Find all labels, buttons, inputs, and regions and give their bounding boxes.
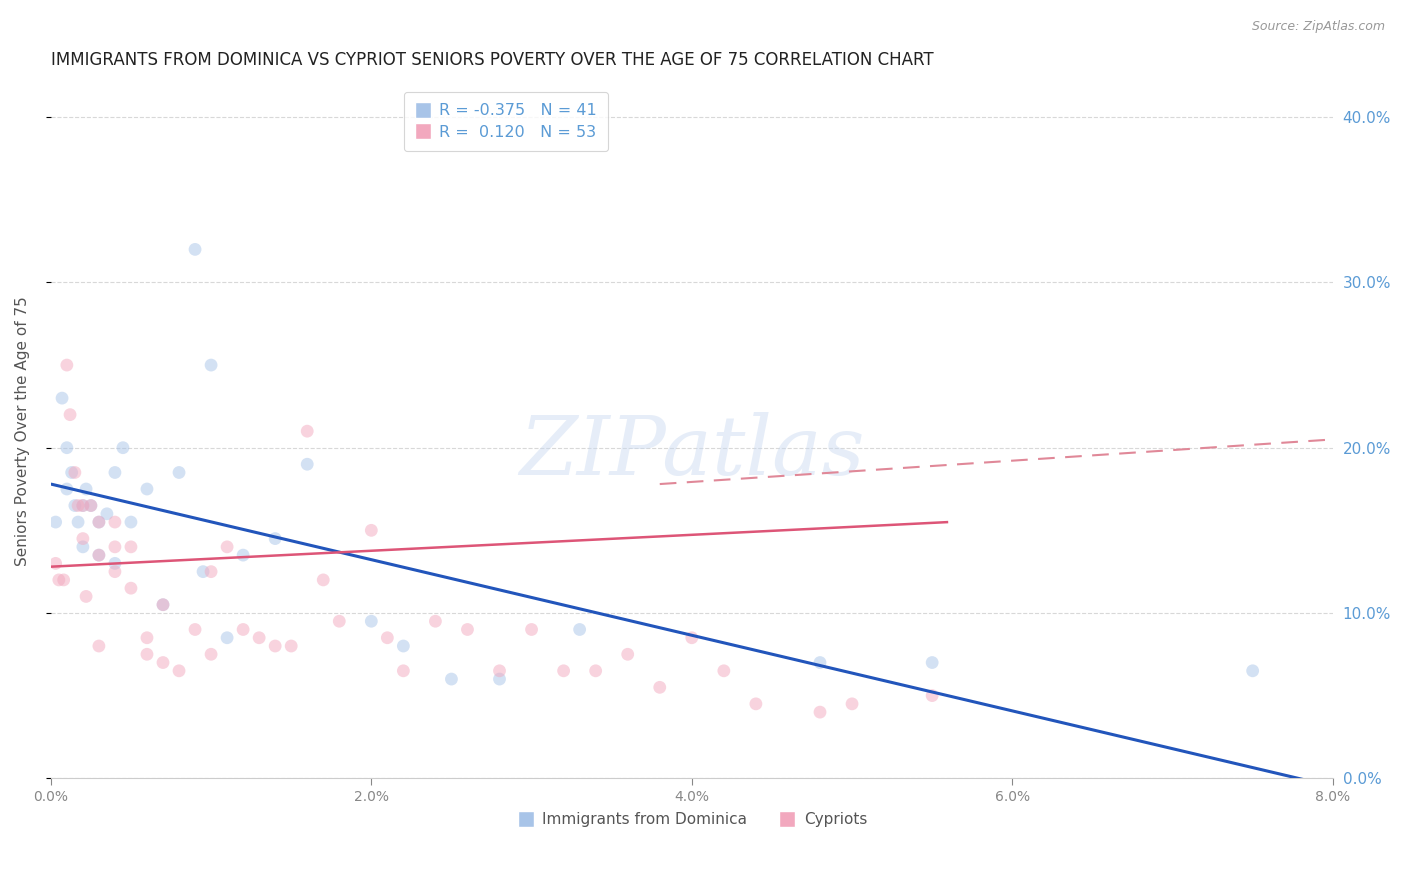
Point	[921, 656, 943, 670]
Legend: Immigrants from Dominica, Cypriots: Immigrants from Dominica, Cypriots	[510, 805, 873, 833]
Point	[328, 614, 350, 628]
Point	[232, 548, 254, 562]
Point	[136, 647, 159, 661]
Point	[87, 639, 110, 653]
Point	[60, 466, 83, 480]
Point	[247, 631, 270, 645]
Point	[56, 358, 79, 372]
Point	[280, 639, 302, 653]
Point	[312, 573, 335, 587]
Point	[841, 697, 863, 711]
Point	[440, 672, 463, 686]
Point	[808, 705, 831, 719]
Text: Source: ZipAtlas.com: Source: ZipAtlas.com	[1251, 20, 1385, 33]
Point	[72, 499, 94, 513]
Point	[297, 457, 319, 471]
Point	[104, 557, 127, 571]
Point	[200, 358, 222, 372]
Point	[87, 548, 110, 562]
Point	[152, 598, 174, 612]
Point	[104, 466, 127, 480]
Point	[63, 499, 86, 513]
Point	[45, 557, 67, 571]
Point	[921, 689, 943, 703]
Point	[360, 524, 382, 538]
Point	[80, 499, 103, 513]
Point	[104, 565, 127, 579]
Point	[104, 515, 127, 529]
Point	[200, 565, 222, 579]
Point	[191, 565, 214, 579]
Point	[568, 623, 591, 637]
Point	[585, 664, 607, 678]
Point	[104, 540, 127, 554]
Point	[75, 590, 97, 604]
Text: ZIPatlas: ZIPatlas	[519, 412, 865, 492]
Point	[1241, 664, 1264, 678]
Point	[200, 647, 222, 661]
Point	[360, 614, 382, 628]
Point	[264, 532, 287, 546]
Point	[120, 581, 142, 595]
Point	[48, 573, 70, 587]
Point	[616, 647, 638, 661]
Point	[264, 639, 287, 653]
Point	[51, 391, 73, 405]
Point	[553, 664, 575, 678]
Point	[392, 639, 415, 653]
Point	[72, 499, 94, 513]
Point	[297, 424, 319, 438]
Point	[87, 515, 110, 529]
Point	[56, 482, 79, 496]
Point	[52, 573, 75, 587]
Point	[56, 441, 79, 455]
Point	[488, 664, 510, 678]
Point	[63, 466, 86, 480]
Point	[67, 515, 90, 529]
Point	[45, 515, 67, 529]
Point	[136, 482, 159, 496]
Point	[152, 598, 174, 612]
Y-axis label: Seniors Poverty Over the Age of 75: Seniors Poverty Over the Age of 75	[15, 296, 30, 566]
Point	[111, 441, 134, 455]
Point	[87, 548, 110, 562]
Point	[217, 631, 239, 645]
Point	[808, 656, 831, 670]
Point	[80, 499, 103, 513]
Point	[184, 623, 207, 637]
Point	[120, 540, 142, 554]
Text: IMMIGRANTS FROM DOMINICA VS CYPRIOT SENIORS POVERTY OVER THE AGE OF 75 CORRELATI: IMMIGRANTS FROM DOMINICA VS CYPRIOT SENI…	[51, 51, 934, 69]
Point	[217, 540, 239, 554]
Point	[520, 623, 543, 637]
Point	[167, 664, 190, 678]
Point	[136, 631, 159, 645]
Point	[392, 664, 415, 678]
Point	[120, 515, 142, 529]
Point	[713, 664, 735, 678]
Point	[167, 466, 190, 480]
Point	[67, 499, 90, 513]
Point	[72, 540, 94, 554]
Point	[75, 482, 97, 496]
Point	[375, 631, 398, 645]
Point	[59, 408, 82, 422]
Point	[87, 515, 110, 529]
Point	[152, 656, 174, 670]
Point	[648, 681, 671, 695]
Point	[184, 243, 207, 257]
Point	[488, 672, 510, 686]
Point	[681, 631, 703, 645]
Point	[745, 697, 768, 711]
Point	[72, 532, 94, 546]
Point	[456, 623, 478, 637]
Point	[96, 507, 118, 521]
Point	[425, 614, 447, 628]
Point	[232, 623, 254, 637]
